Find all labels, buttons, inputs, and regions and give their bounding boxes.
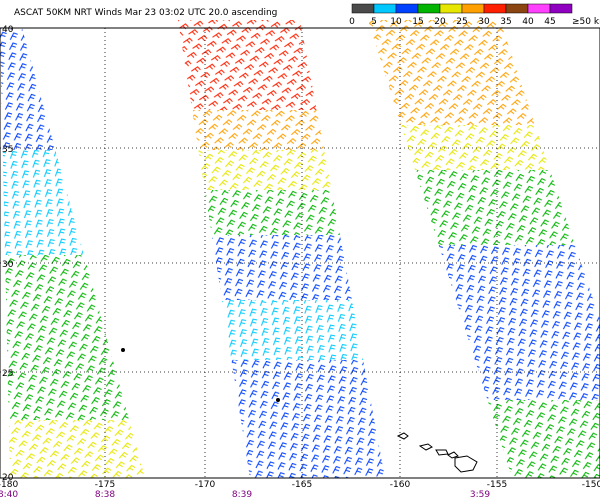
wind-band bbox=[0, 420, 145, 478]
swath-time: 8:38 bbox=[95, 490, 115, 500]
colorbar-label: 35 bbox=[500, 17, 511, 27]
lat-label: 20 bbox=[2, 473, 14, 483]
colorbar-swatch bbox=[527, 3, 551, 14]
colorbar-label: 30 bbox=[478, 17, 490, 27]
title: ASCAT 50KM NRT Winds Mar 23 03:02 UTC 20… bbox=[14, 8, 277, 18]
colorbar-label: 25 bbox=[456, 17, 467, 27]
colorbar-swatch bbox=[549, 3, 573, 14]
lon-label: -165 bbox=[292, 480, 312, 490]
island bbox=[396, 432, 409, 440]
colorbar-label: 40 bbox=[522, 17, 534, 27]
swath-time: 3:59 bbox=[470, 490, 490, 500]
colorbar-swatch bbox=[351, 3, 375, 14]
lon-label: -155 bbox=[487, 480, 507, 490]
lat-label: 35 bbox=[2, 145, 13, 155]
lon-label: -160 bbox=[390, 480, 411, 490]
colorbar-label: 15 bbox=[412, 17, 423, 27]
island bbox=[121, 348, 125, 352]
colorbar-swatch bbox=[439, 3, 463, 14]
lon-label: -150 bbox=[582, 480, 600, 490]
graticule bbox=[0, 28, 600, 478]
colorbar-swatch bbox=[417, 3, 441, 14]
lat-label: 25 bbox=[2, 369, 13, 379]
colorbar-swatch bbox=[505, 3, 529, 14]
swath-time: 8:40 bbox=[0, 490, 18, 500]
island bbox=[435, 449, 449, 456]
island bbox=[418, 443, 433, 451]
colorbar-swatch bbox=[395, 3, 419, 14]
colorbar-label: 0 bbox=[349, 17, 355, 27]
hawaii bbox=[121, 348, 478, 473]
island bbox=[454, 455, 478, 473]
island bbox=[447, 451, 459, 459]
island bbox=[276, 398, 280, 402]
colorbar-label: 45 bbox=[544, 17, 555, 27]
lat-label: 30 bbox=[2, 260, 14, 270]
colorbar-label: 20 bbox=[434, 17, 446, 27]
colorbar-label: 5 bbox=[371, 17, 377, 27]
swath-time: 8:39 bbox=[232, 490, 252, 500]
lat-label: 40 bbox=[2, 25, 14, 35]
colorbar-label: 10 bbox=[390, 17, 402, 27]
map-frame bbox=[0, 27, 600, 479]
colorbar-swatch bbox=[483, 3, 507, 14]
lon-label: -175 bbox=[95, 480, 115, 490]
colorbar-swatch bbox=[461, 3, 485, 14]
colorbar: 0 5 10 15 20 25 30 35 40 45 ≥50 knots bbox=[349, 3, 600, 27]
colorbar-swatch bbox=[373, 3, 397, 14]
colorbar-label: ≥50 knots bbox=[572, 17, 600, 27]
lon-label: -170 bbox=[195, 480, 216, 490]
axis-labels: 40 35 30 25 20-180 -175 -170 -165 -160 -155 -150 8:… bbox=[0, 25, 600, 500]
lon-label: -180 bbox=[0, 480, 18, 490]
